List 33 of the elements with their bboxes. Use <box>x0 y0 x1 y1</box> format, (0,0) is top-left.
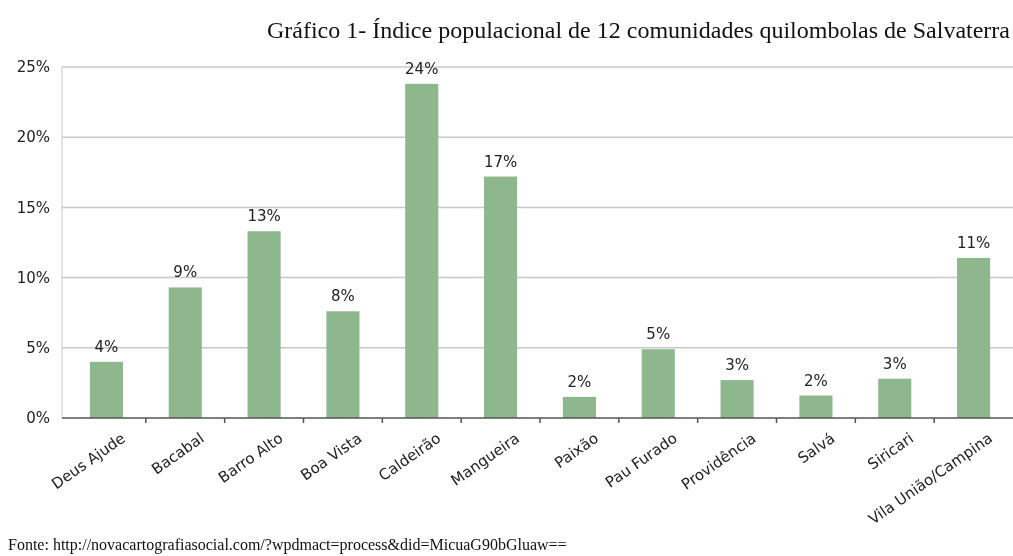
bar <box>878 378 912 418</box>
y-tick-label: 5% <box>26 339 50 358</box>
bar <box>799 395 833 418</box>
bar <box>326 311 360 418</box>
data-label: 8% <box>331 287 355 306</box>
x-tick-label: Boa Vista <box>297 429 366 485</box>
y-tick-label: 10% <box>16 268 50 287</box>
data-label: 13% <box>247 207 281 226</box>
y-tick-label: 20% <box>16 128 50 147</box>
source-note: Fonte: http://novacartografiasocial.com/?wpdmact=process&did=MicuaG90bGluaw== <box>8 536 567 554</box>
data-label: 17% <box>483 152 518 171</box>
bar <box>247 231 281 418</box>
chart-title: Gráfico 1- Índice populacional de 12 comunidades quilombolas de Salvaterra <box>266 17 1011 43</box>
data-label: 11% <box>956 233 991 252</box>
bar <box>405 83 439 418</box>
bar <box>641 349 675 418</box>
data-label: 9% <box>173 263 198 282</box>
y-tick-label: 15% <box>16 198 50 217</box>
y-tick-label: 0% <box>26 409 50 428</box>
data-label: 5% <box>646 325 671 344</box>
data-label: 24% <box>405 59 439 78</box>
data-label: 2% <box>804 371 828 390</box>
bar <box>957 257 991 418</box>
bar <box>562 396 596 418</box>
bar <box>484 176 518 418</box>
y-tick-label: 25% <box>16 58 50 77</box>
bar <box>89 361 123 418</box>
data-label: 3% <box>882 354 907 373</box>
data-label: 2% <box>567 372 592 391</box>
bar <box>168 287 202 418</box>
bar <box>720 380 754 418</box>
data-label: 3% <box>725 356 749 375</box>
data-label: 4% <box>94 337 119 356</box>
